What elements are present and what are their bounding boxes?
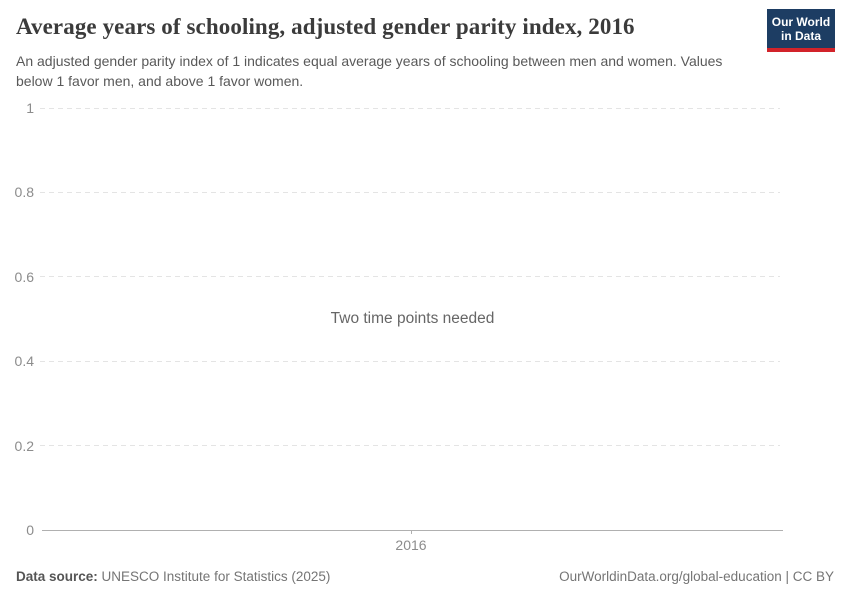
owid-logo-line2: in Data — [780, 28, 821, 43]
x-tick-label: 2016 — [395, 537, 427, 553]
data-source-label: Data source: — [16, 569, 98, 584]
x-tick-mark — [411, 530, 412, 534]
y-tick-label: 0.8 — [14, 184, 34, 201]
gridline — [40, 191, 780, 193]
page-title: Average years of schooling, adjusted gen… — [16, 14, 635, 39]
y-tick-label: 0.6 — [14, 268, 34, 285]
gridline — [40, 445, 780, 447]
owid-logo-box: Our World in Data — [767, 9, 835, 48]
y-tick-label: 0.4 — [14, 353, 34, 370]
chart-subtitle: An adjusted gender parity index of 1 ind… — [16, 51, 756, 91]
data-source-text: UNESCO Institute for Statistics (2025) — [97, 569, 331, 584]
gridline — [40, 276, 780, 278]
y-tick-label: 0.2 — [14, 437, 34, 454]
owid-logo-stripe — [767, 48, 835, 52]
owid-logo-line1: Our World — [771, 14, 831, 29]
chart-footer: Data source: UNESCO Institute for Statis… — [16, 568, 834, 585]
gridline — [40, 107, 780, 109]
chart-annotation: Two time points needed — [330, 310, 495, 327]
y-tick-label: 0 — [26, 522, 34, 538]
chart-subtitle-line2: Values below 1 favor men, and above 1 fa… — [16, 53, 723, 89]
footer-link[interactable]: OurWorldinData.org/global-education | CC… — [559, 569, 834, 584]
x-axis-line — [42, 530, 783, 531]
owid-logo: Our World in Data — [767, 9, 835, 52]
y-tick-label: 1 — [26, 100, 34, 116]
data-source: Data source: UNESCO Institute for Statis… — [16, 568, 330, 585]
chart-subtitle-line1: An adjusted gender parity index of 1 ind… — [16, 53, 677, 69]
gridline — [40, 360, 780, 362]
